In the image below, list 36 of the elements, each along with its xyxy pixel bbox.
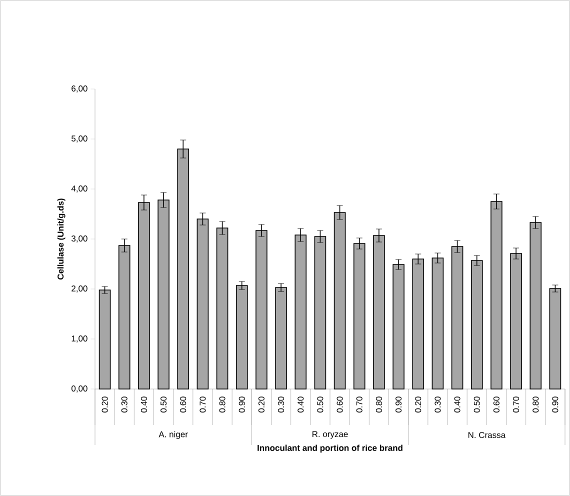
y-tick-label: 4,00 [71, 185, 88, 193]
text: R. oryzae [312, 431, 348, 439]
x-tick-label: 0.30 [434, 396, 441, 412]
y-tick-label: 3,00 [72, 235, 88, 243]
x-tick-label: 0.90 [552, 396, 558, 412]
y-tick-label: 6,00 [72, 85, 88, 93]
x-tick-label: 0.20 [258, 396, 264, 412]
x-tick-label: 0.50 [474, 396, 480, 412]
x-tick-label: 0.90 [238, 396, 245, 412]
y-tick-label: 0,00 [72, 385, 88, 393]
x-tick-label: 0.80 [219, 396, 226, 412]
y-tick-label: 5,00 [72, 135, 88, 143]
x-tick-label: 0.70 [356, 396, 362, 412]
x-tick-label: 0.80 [376, 396, 382, 412]
x-tick-label: 0.40 [140, 396, 147, 412]
x-tick-label: 0.70 [200, 396, 206, 412]
x-tick-label: 0.60 [493, 396, 500, 412]
y-axis-title: Cellulase (Unit/g.ds) [57, 198, 66, 280]
y-tick-label: 1,00 [72, 335, 88, 343]
x-tick-label: 0.20 [102, 396, 108, 412]
y-tick-label: 2,00 [72, 285, 88, 293]
x-tick-label: 0.70 [513, 396, 520, 412]
x-tick-label: 0.30 [121, 396, 128, 412]
x-tick-label: 0.40 [298, 396, 304, 412]
x-tick-label: 0.60 [336, 396, 343, 412]
x-tick-label: 0.40 [454, 396, 460, 412]
text: N. Crassa [468, 432, 506, 438]
text: A. niger [158, 431, 188, 439]
x-tick-label: 0.60 [180, 396, 186, 412]
x-tick-label: 0.20 [415, 396, 422, 412]
x-tick-label: 0.80 [532, 396, 539, 412]
x-tick-label: 0.90 [396, 396, 402, 412]
x-tick-label: 0.30 [278, 396, 284, 412]
x-tick-label: 0.50 [317, 396, 324, 412]
x-tick-label: 0.50 [160, 396, 167, 412]
x-axis-title: Innoculant and portion of rice brand [258, 444, 402, 453]
